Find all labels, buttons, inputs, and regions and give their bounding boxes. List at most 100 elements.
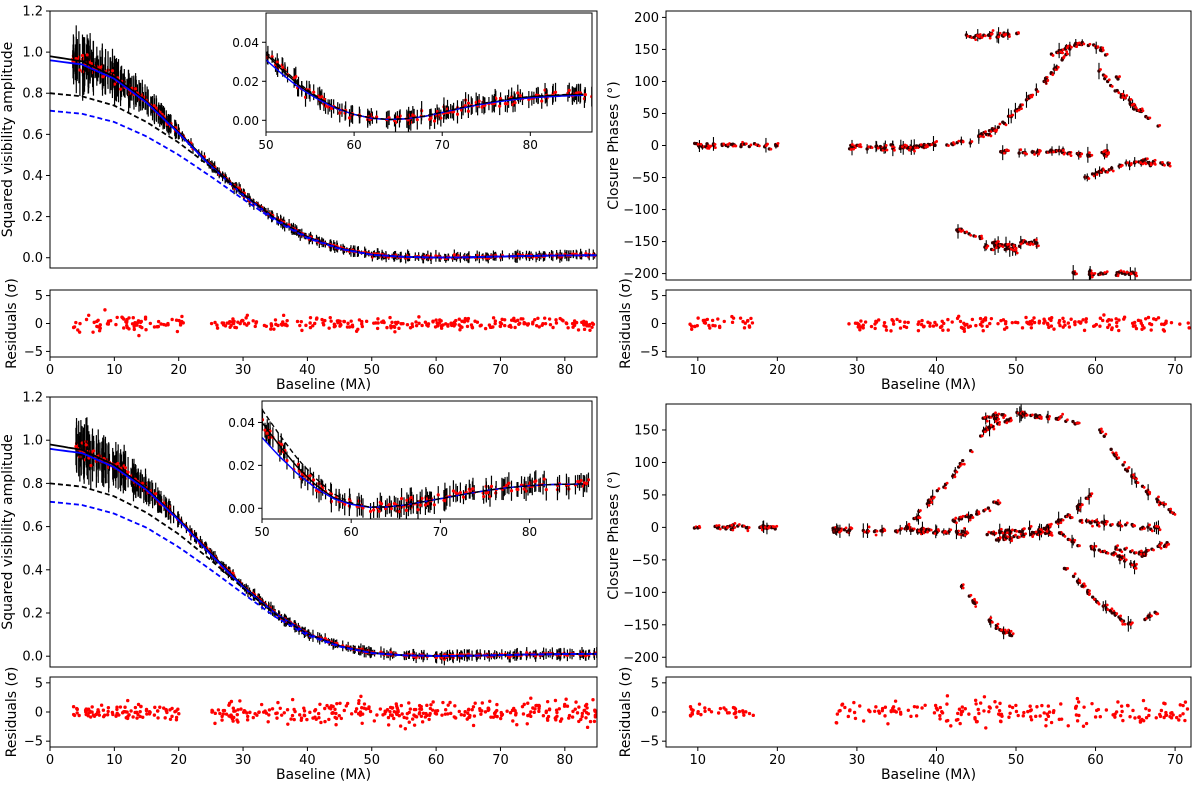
y-tick-label: −5 (24, 345, 43, 360)
residual-point (574, 320, 579, 325)
closure-phase-model (955, 470, 959, 474)
data-point (112, 82, 117, 86)
model-curve-2 (50, 482, 597, 657)
closure-phase-model (1078, 154, 1082, 158)
residual-point (135, 716, 139, 720)
closure-phase-model (1102, 168, 1106, 172)
residual-point (446, 324, 450, 328)
residual-point (338, 319, 342, 324)
closure-phase-model (974, 38, 978, 42)
residual-point (876, 318, 881, 322)
residual-point (1047, 325, 1051, 330)
residual-point (1156, 316, 1161, 320)
residual-point (479, 712, 483, 716)
residual-point (521, 712, 526, 716)
residual-point (378, 707, 383, 711)
residual-point (323, 706, 327, 711)
data-point (436, 493, 440, 497)
closure-phase-point (1102, 76, 1107, 81)
closure-phase-model (850, 143, 854, 146)
residual-point (1091, 324, 1096, 328)
closure-phase-model (737, 523, 741, 526)
closure-phase-model (1161, 160, 1164, 164)
axes-frame (49, 396, 598, 668)
residual-point (1186, 321, 1190, 325)
residual-point (417, 703, 422, 708)
closure-phase-model (1125, 270, 1129, 274)
residual-point (106, 709, 110, 714)
residual-point (1115, 320, 1119, 325)
residual-point (513, 325, 517, 330)
residual-point (541, 714, 546, 718)
closure-phase-model (707, 144, 711, 148)
y-tick-label: 0 (651, 139, 659, 154)
residual-point (405, 323, 410, 327)
residual-point (690, 327, 694, 331)
closure-phase-model (1015, 251, 1019, 255)
y-tick-label: 0.00 (232, 114, 259, 128)
residual-point (555, 714, 559, 718)
residual-point (349, 319, 353, 323)
residual-point (985, 324, 989, 329)
y-tick-label: 0.0 (22, 650, 43, 665)
closure-phase-model (961, 140, 965, 144)
residual-point (233, 325, 237, 330)
residual-point (163, 716, 167, 720)
residual-point (147, 710, 152, 714)
closure-phase-model (1088, 151, 1091, 155)
residual-point (582, 327, 587, 332)
residual-point (974, 323, 978, 328)
closure-phase-model (1015, 109, 1019, 113)
residual-point (1032, 320, 1037, 325)
closure-phase-model (952, 141, 955, 144)
residual-point (395, 704, 399, 708)
closure-phase-model (913, 146, 917, 150)
closure-phase-model (859, 145, 863, 149)
data-point (270, 55, 274, 59)
residual-point (275, 716, 279, 720)
closure-phase-model (1140, 107, 1144, 111)
data-point (524, 489, 528, 493)
residual-point (466, 708, 471, 712)
residual-point (1061, 316, 1065, 321)
residual-point (478, 708, 482, 713)
y-tick-label: −50 (632, 171, 659, 186)
closure-phase-model (1082, 42, 1086, 46)
residual-point (718, 325, 722, 330)
residual-point (470, 325, 474, 329)
residual-point (1098, 324, 1102, 328)
residual-point (1032, 316, 1036, 320)
residual-point (223, 324, 228, 328)
residual-point (350, 325, 355, 329)
closure-phase-point (774, 144, 779, 148)
residual-point (407, 720, 411, 724)
residual-point (88, 715, 93, 719)
closure-phase-model (767, 526, 770, 530)
residual-point (585, 725, 590, 730)
residual-point (996, 321, 1000, 326)
residual-point (500, 317, 504, 322)
closure-phase-model (962, 462, 966, 466)
closure-phase-model (1129, 97, 1133, 101)
closure-phase-model (746, 529, 750, 533)
residual-point (269, 323, 274, 327)
residual-point (437, 321, 442, 325)
residual-point (338, 701, 342, 705)
residual-point (175, 329, 180, 334)
closure-phase-model (909, 145, 912, 149)
residual-point (168, 717, 173, 721)
closure-phase-model (1052, 150, 1055, 154)
residual-point (919, 322, 924, 327)
closure-phase-model (944, 486, 947, 490)
data-point (466, 109, 470, 113)
residual-point (566, 326, 570, 330)
residual-point (405, 716, 409, 720)
closure-phase-model (715, 524, 719, 528)
residual-point (586, 712, 591, 716)
data-point (78, 68, 82, 72)
residual-point (882, 324, 886, 328)
residual-point (731, 316, 736, 320)
residual-point (519, 317, 523, 321)
residual-point (856, 325, 860, 329)
residual-point (292, 717, 296, 722)
